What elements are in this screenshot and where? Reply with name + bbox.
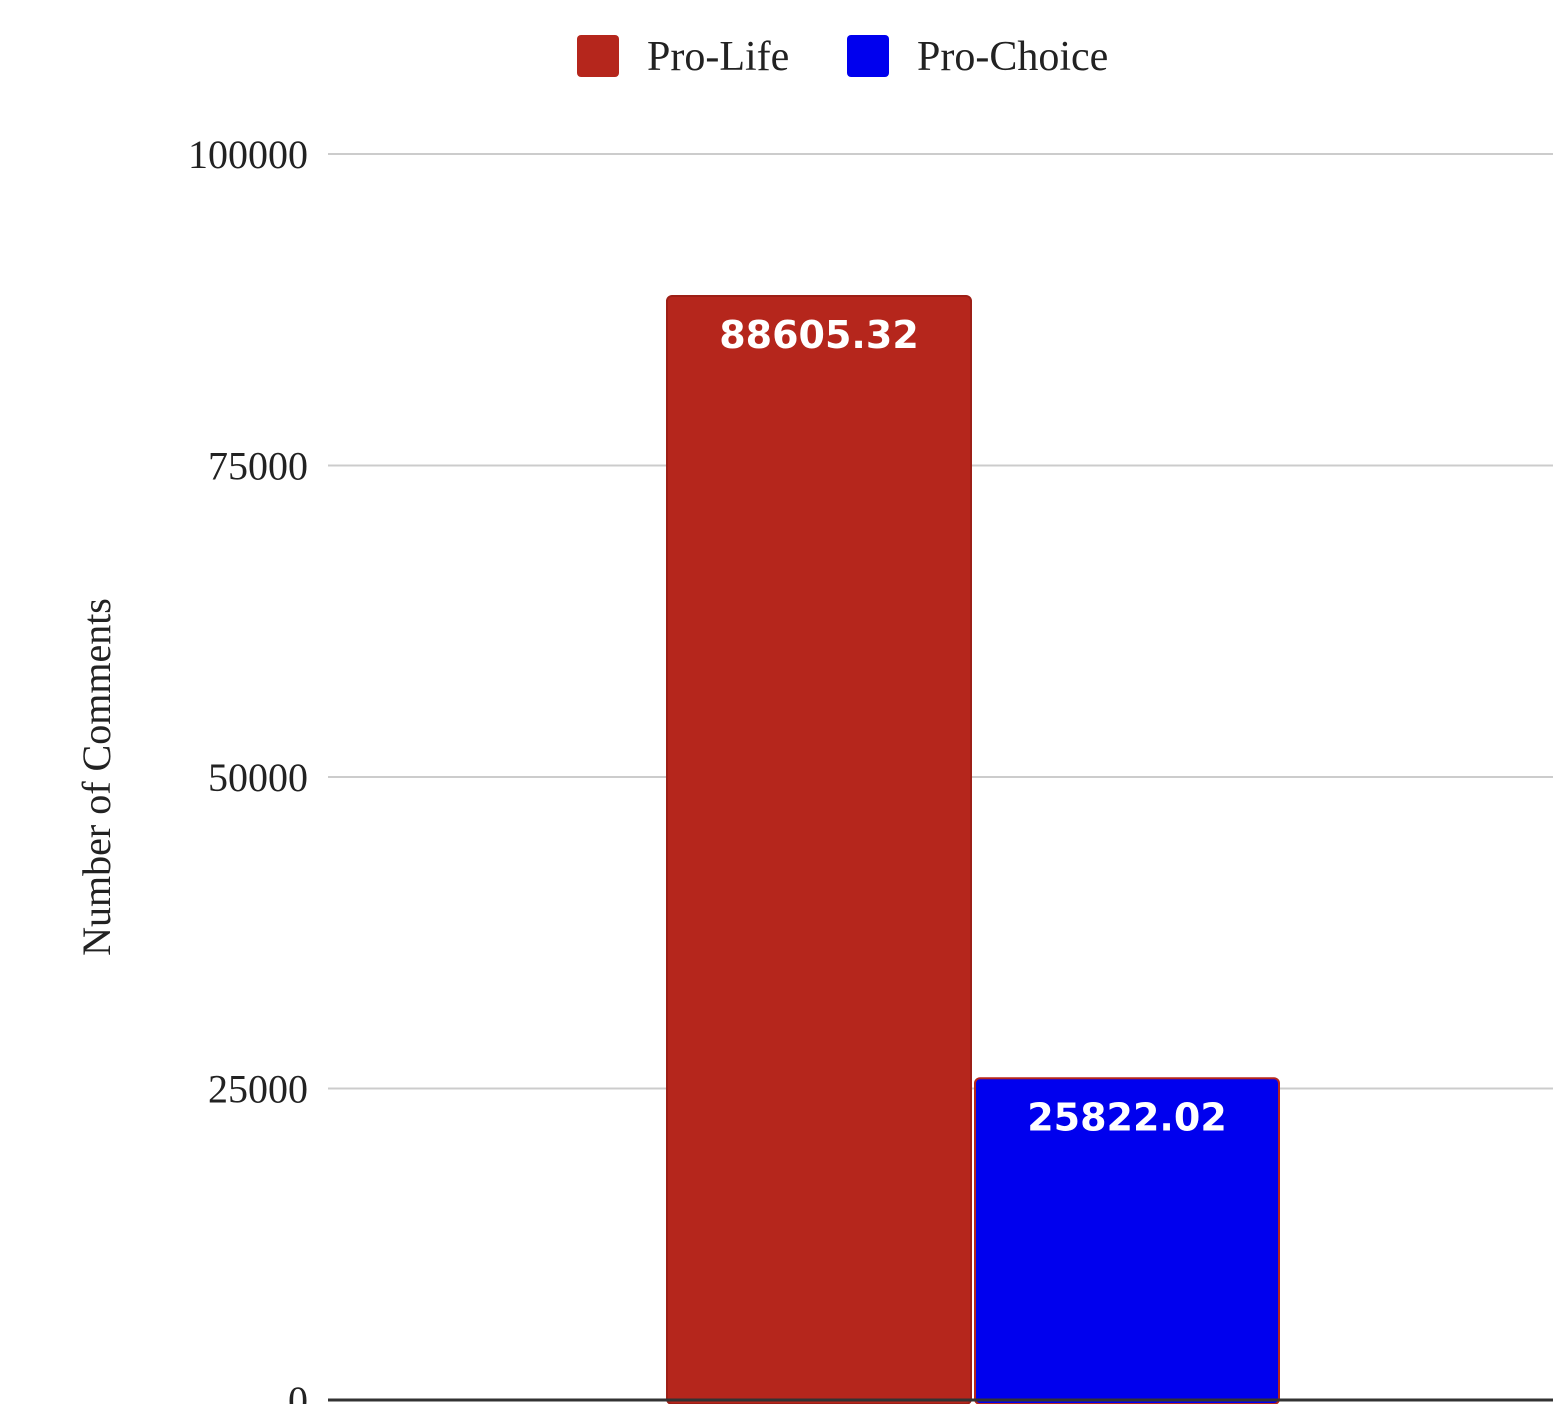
y-tick-label: 50000 (208, 755, 308, 800)
data-label: 88605.32 (719, 313, 919, 357)
legend-label: Pro-Life (647, 34, 789, 80)
y-axis-ticks: 0 25000 50000 75000 100000 (188, 132, 308, 1404)
y-tick-label: 25000 (208, 1067, 308, 1112)
bars: 88605.32 25822.02 (666, 294, 1280, 1404)
bar-pro-choice (974, 1077, 1280, 1404)
legend: Pro-Life Pro-Choice (577, 34, 1108, 80)
y-tick-label: 75000 (208, 444, 308, 489)
y-axis-title: Number of Comments (74, 598, 119, 956)
y-tick-label: 100000 (188, 132, 308, 177)
y-tick-label: 0 (288, 1378, 308, 1404)
legend-label: Pro-Choice (917, 34, 1108, 80)
legend-swatch (577, 35, 619, 77)
bar-pro-life (666, 294, 972, 1404)
legend-swatch (847, 35, 889, 77)
data-label: 25822.02 (1027, 1095, 1227, 1139)
